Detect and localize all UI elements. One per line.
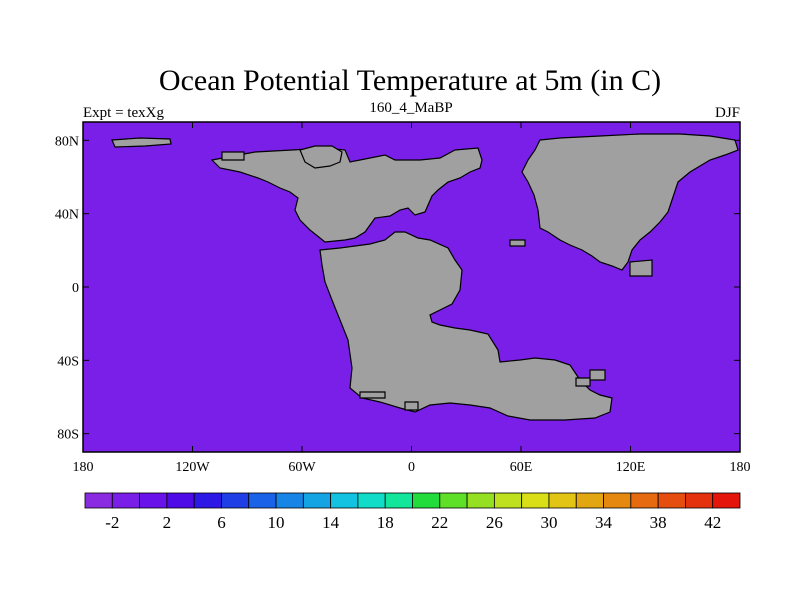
colorbar-swatch — [330, 492, 359, 509]
colorbar-swatch — [221, 492, 250, 509]
y-axis: 80N 40N 0 40S 80S — [55, 134, 740, 443]
x-tick-label: 60W — [288, 460, 316, 475]
colorbar-tick-label: 38 — [650, 513, 667, 532]
colorbar-swatch — [84, 492, 113, 509]
colorbar-swatch — [466, 492, 495, 509]
land-north-america — [210, 147, 483, 243]
land-mask — [111, 133, 739, 421]
colorbar-swatch — [412, 492, 441, 509]
colorbar-swatch — [302, 492, 332, 509]
x-tick-label: 180 — [73, 460, 94, 475]
colorbar-swatch — [139, 492, 168, 509]
colorbar-swatch — [657, 492, 686, 509]
y-tick-label: 40N — [55, 208, 79, 223]
x-tick-label: 60E — [510, 460, 533, 475]
colorbar-tick-label: 10 — [268, 513, 285, 532]
colorbar-swatch — [630, 492, 659, 509]
experiment-label: Expt = texXg — [83, 105, 164, 121]
colorbar-tick-label: 18 — [377, 513, 394, 532]
x-axis: 180 120W 60W 0 60E 120E 180 — [73, 122, 751, 475]
season-label: DJF — [715, 105, 740, 121]
colorbar-swatch — [111, 492, 140, 509]
x-tick-label: 0 — [408, 460, 415, 475]
x-tick-label: 120W — [175, 460, 210, 475]
land-africa-south-america — [319, 231, 613, 421]
land-islands — [359, 239, 606, 411]
colorbar-swatch — [248, 492, 277, 509]
colorbar-tick-label: 26 — [486, 513, 503, 532]
colorbar-swatch — [603, 492, 632, 509]
colorbar-tick-label: -2 — [105, 513, 119, 532]
colorbar-swatch — [521, 492, 550, 509]
age-label: 160_4_MaBP — [369, 100, 452, 116]
colorbar-swatch — [439, 492, 468, 509]
colorbar-swatch — [384, 492, 413, 509]
colorbar-swatch — [193, 492, 222, 509]
colorbar-tick-label: 42 — [704, 513, 721, 532]
land-eurasia — [521, 133, 739, 271]
land-greenland — [299, 145, 343, 169]
land-india — [629, 259, 653, 277]
colorbar-swatch — [575, 492, 604, 509]
y-tick-label: 80S — [57, 428, 79, 443]
colorbar-swatch — [712, 492, 741, 509]
plot-area — [83, 122, 740, 452]
x-tick-label: 120E — [616, 460, 646, 475]
colorbar-swatch — [548, 492, 577, 509]
colorbar: -2 2 6 10 14 18 22 26 30 34 38 42 — [84, 492, 741, 532]
colorbar-swatch — [275, 492, 304, 509]
colorbar-swatch — [357, 492, 386, 509]
y-tick-label: 40S — [57, 354, 79, 369]
colorbar-swatch — [493, 492, 523, 509]
colorbar-tick-label: 34 — [595, 513, 613, 532]
chart-title: Ocean Potential Temperature at 5m (in C) — [159, 64, 661, 97]
colorbar-swatch — [166, 492, 195, 509]
colorbar-swatch — [685, 492, 714, 509]
y-tick-label: 80N — [55, 134, 79, 149]
land-north-islands — [111, 137, 245, 161]
y-tick-label: 0 — [72, 281, 79, 296]
colorbar-tick-label: 14 — [322, 513, 340, 532]
colorbar-tick-label: 22 — [431, 513, 448, 532]
colorbar-tick-label: 6 — [217, 513, 226, 532]
colorbar-tick-label: 2 — [163, 513, 172, 532]
x-tick-label: 180 — [730, 460, 751, 475]
colorbar-tick-label: 30 — [540, 513, 557, 532]
